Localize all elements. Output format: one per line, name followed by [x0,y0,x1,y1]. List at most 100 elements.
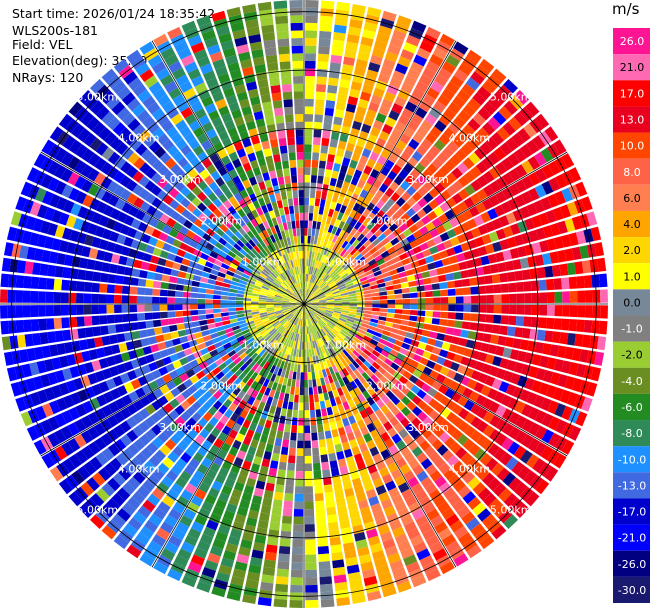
velocity-gate [205,299,213,304]
velocity-gate [319,262,325,271]
velocity-gate [355,58,368,69]
velocity-gate [278,376,285,385]
velocity-gate [242,256,251,264]
velocity-gate [353,369,362,378]
velocity-gate [337,403,345,413]
velocity-gate [95,487,110,502]
azimuth-spoke [40,151,305,305]
velocity-gate [301,250,304,259]
velocity-gate [472,112,486,126]
velocity-gate [248,276,257,283]
velocity-gate [415,279,425,286]
velocity-gate [284,229,290,238]
velocity-gate [514,400,526,414]
velocity-gate [77,389,89,402]
velocity-gate [323,484,333,493]
velocity-gate [461,83,476,97]
velocity-gate [101,228,113,240]
velocity-gate [349,371,358,381]
velocity-gate [218,349,228,358]
velocity-gate [95,142,109,156]
velocity-gate [175,168,187,180]
velocity-gate [200,324,209,332]
velocity-gate [341,359,349,368]
velocity-gate [425,568,441,582]
velocity-gate [534,184,547,198]
velocity-gate [339,410,348,420]
velocity-gate [201,29,216,42]
velocity-gate [405,269,414,277]
velocity-gate [434,74,448,87]
velocity-gate [406,326,416,334]
velocity-gate [288,304,297,306]
velocity-gate [313,462,321,471]
velocity-gate [398,169,409,180]
velocity-gate [294,493,304,502]
velocity-gate [519,206,531,219]
velocity-gate [390,406,401,416]
velocity-gate [461,511,476,525]
velocity-gate [276,383,283,392]
velocity-gate [308,349,313,357]
velocity-gate [357,546,370,557]
velocity-gate [410,213,421,224]
velocity-gate [353,186,363,196]
velocity-gate [380,384,390,395]
velocity-gate [416,470,429,482]
velocity-gate [179,264,189,273]
velocity-gate [199,63,214,75]
velocity-gate [264,211,271,221]
velocity-gate [349,380,358,390]
velocity-gate [332,475,342,485]
velocity-gate [282,307,290,311]
velocity-gate [298,190,304,198]
velocity-gate [246,337,255,344]
velocity-gate [546,238,557,251]
velocity-gate [260,410,269,420]
velocity-gate [251,271,260,278]
velocity-gate [274,296,282,300]
velocity-gate [339,519,351,530]
ring-label: 4.00km [118,462,160,475]
velocity-gate [485,136,499,151]
velocity-gate [256,357,264,366]
velocity-gate [396,581,412,593]
velocity-gate [255,190,263,200]
velocity-gate [422,502,436,515]
velocity-gate [277,469,286,478]
velocity-gate [347,571,362,582]
velocity-gate [101,147,115,161]
velocity-gate [218,32,233,44]
velocity-gate [574,261,584,275]
velocity-gate [34,187,47,203]
velocity-gate [155,67,170,81]
velocity-gate [502,172,515,186]
velocity-gate [304,433,311,441]
velocity-gate [185,369,196,379]
velocity-gate [409,239,419,249]
velocity-gate [441,449,454,462]
velocity-gate [384,321,394,328]
velocity-gate [276,122,285,132]
velocity-gate [476,175,489,188]
velocity-gate [470,227,482,238]
velocity-gate [217,524,231,535]
velocity-gate [239,189,249,199]
velocity-gate [454,526,469,540]
velocity-gate [232,568,246,579]
velocity-gate [234,513,247,524]
velocity-gate [103,462,117,477]
velocity-gate [123,71,138,85]
velocity-gate [508,426,521,440]
velocity-gate [145,192,156,204]
velocity-gate [317,338,323,347]
velocity-gate [383,345,392,354]
velocity-gate [285,270,291,278]
velocity-gate [347,135,358,145]
velocity-gate [58,212,70,226]
velocity-gate [273,332,280,340]
velocity-gate [334,396,342,406]
velocity-gate [253,255,261,264]
ring-label: 3.00km [407,173,449,186]
velocity-gate [348,236,357,245]
